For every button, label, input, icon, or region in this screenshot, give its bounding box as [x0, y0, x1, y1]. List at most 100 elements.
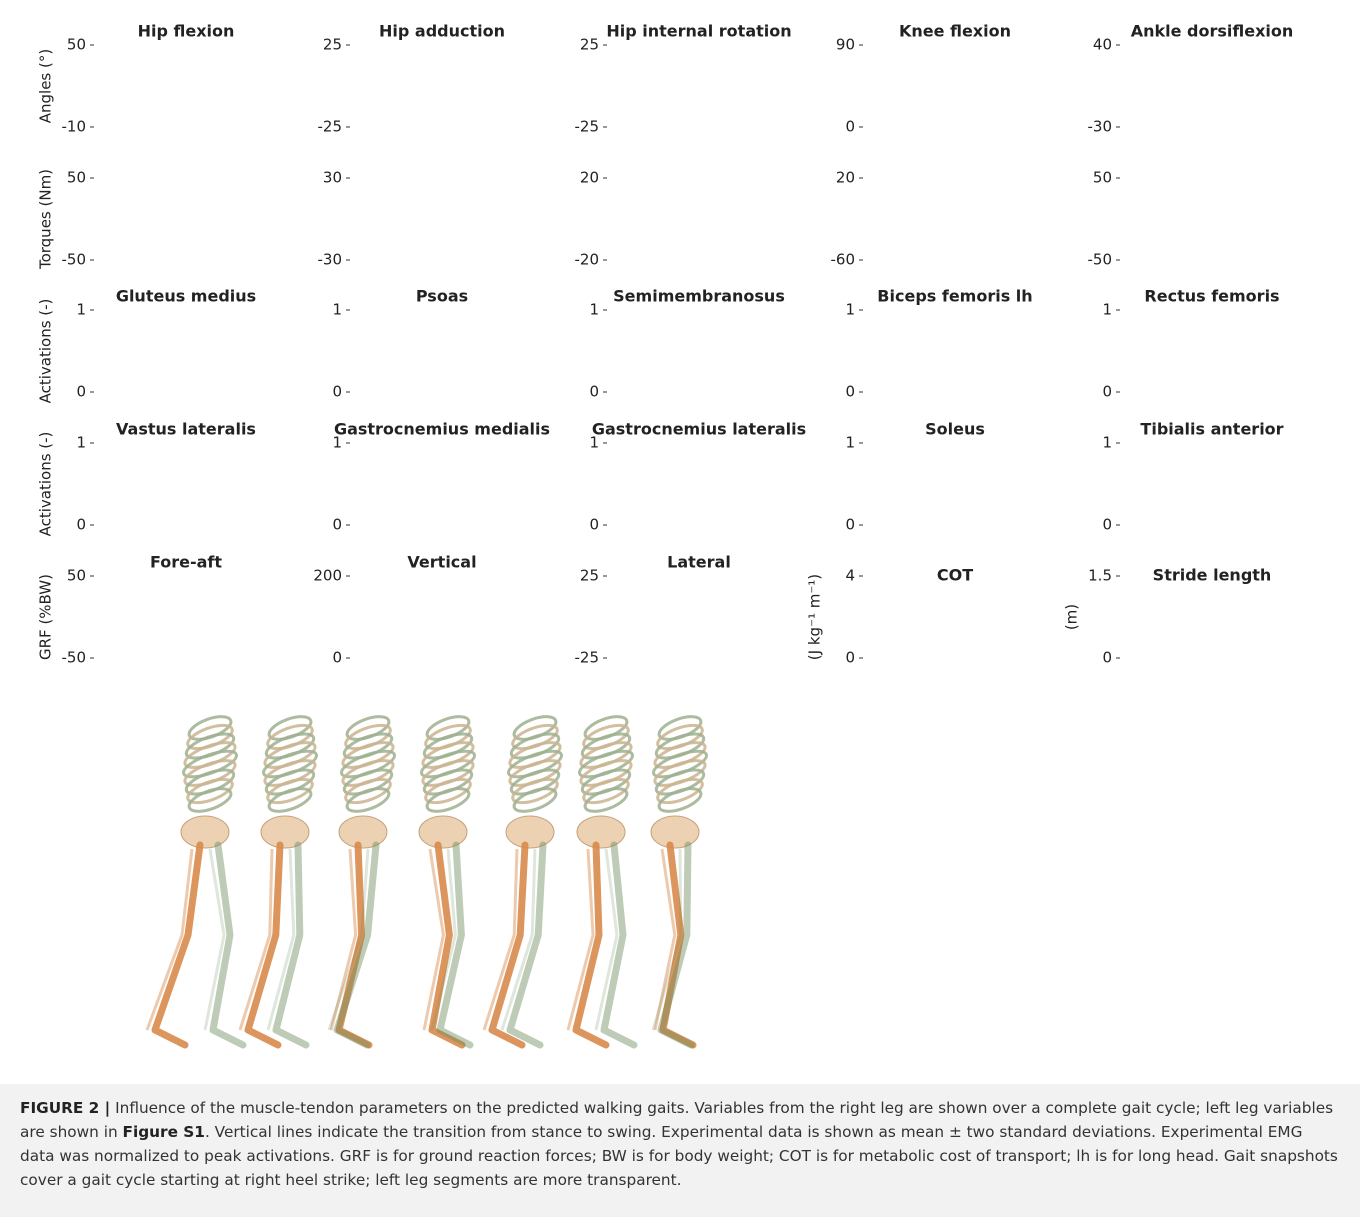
leg: [492, 845, 525, 1045]
y-tick-label: 0: [332, 649, 342, 667]
y-tick-label: 0: [845, 383, 855, 401]
y-tick-label: 25: [580, 567, 599, 585]
leg: [248, 845, 280, 1045]
y-tick-label: 90: [836, 36, 855, 54]
y-tick-label: 1: [1102, 434, 1112, 452]
y-tick-label: 0: [589, 516, 599, 534]
y-tick-label: 0: [332, 516, 342, 534]
y-tick-label: 0: [845, 118, 855, 136]
y-tick-label: 1: [332, 434, 342, 452]
y-tick-label: 50: [67, 169, 86, 187]
skeleton: [568, 712, 635, 1045]
y-tick-label: 1: [589, 434, 599, 452]
y-tick-label: -30: [1088, 118, 1113, 136]
panel-title: COT: [937, 566, 973, 585]
panel-title: Gluteus medius: [116, 287, 256, 306]
y-tick-label: -25: [318, 118, 343, 136]
panel-title: Tibialis anterior: [1140, 420, 1283, 439]
panel-title: Rectus femoris: [1144, 287, 1279, 306]
caption-label: FIGURE 2 |: [20, 1099, 110, 1117]
y-tick-label: -25: [575, 649, 600, 667]
caption: FIGURE 2 | Influence of the muscle-tendo…: [0, 1084, 1360, 1217]
y-tick-label: 50: [67, 567, 86, 585]
skeleton: [651, 712, 710, 1045]
y-tick-label: 0: [76, 516, 86, 534]
y-tick-label: 0: [589, 383, 599, 401]
y-tick-label: 1: [589, 301, 599, 319]
skeleton: [329, 712, 397, 1045]
y-axis-label: Activations (-): [37, 299, 55, 404]
y-axis-label: (m): [1063, 604, 1081, 630]
y-tick-label: -30: [318, 251, 343, 269]
y-axis-label: (J kg⁻¹ m⁻¹): [806, 574, 824, 660]
y-tick-label: 30: [323, 169, 342, 187]
y-tick-label: 0: [1102, 383, 1112, 401]
panel-title: Hip internal rotation: [606, 22, 791, 41]
y-tick-label: 20: [836, 169, 855, 187]
panel-title: Psoas: [416, 287, 468, 306]
y-tick-label: 40: [1093, 36, 1112, 54]
y-tick-label: -50: [1088, 251, 1113, 269]
pelvis: [506, 816, 554, 848]
y-axis-label: Activations (-): [37, 432, 55, 537]
pelvis: [339, 816, 387, 848]
y-tick-label: 50: [67, 36, 86, 54]
figure: Hip flexion Angles (°) -10 50 Hip adduction -…: [0, 0, 1360, 1084]
panel-title: Gastrocnemius lateralis: [592, 420, 806, 439]
panel-title: Hip adduction: [379, 22, 505, 41]
panel-title: Vertical: [407, 553, 476, 572]
pelvis: [181, 816, 229, 848]
y-tick-label: 0: [332, 383, 342, 401]
panel-title: Ankle dorsiflexion: [1131, 22, 1294, 41]
y-tick-label: -25: [575, 118, 600, 136]
skeleton: [147, 712, 243, 1045]
y-tick-label: 4: [845, 567, 855, 585]
y-tick-label: -50: [62, 649, 87, 667]
y-tick-label: 25: [580, 36, 599, 54]
page: Hip flexion Angles (°) -10 50 Hip adduction -…: [0, 0, 1360, 1217]
y-tick-label: 1: [76, 301, 86, 319]
panel-title: Biceps femoris lh: [877, 287, 1032, 306]
y-axis-label: Torques (Nm): [37, 169, 55, 270]
y-tick-label: -60: [831, 251, 856, 269]
panel-title: Stride length: [1153, 566, 1272, 585]
y-tick-label: 0: [845, 649, 855, 667]
y-axis-label: Angles (°): [37, 49, 55, 123]
pelvis: [651, 816, 699, 848]
skeleton: [484, 712, 564, 1045]
y-tick-label: 1: [332, 301, 342, 319]
y-tick-label: 50: [1093, 169, 1112, 187]
y-tick-label: 1: [845, 434, 855, 452]
y-tick-label: 0: [1102, 649, 1112, 667]
leg: [213, 845, 243, 1045]
caption-text: . Vertical lines indicate the transition…: [20, 1123, 1338, 1189]
pelvis: [577, 816, 625, 848]
y-tick-label: 200: [313, 567, 342, 585]
panel-title: Hip flexion: [138, 22, 235, 41]
caption-link: Figure S1: [123, 1123, 205, 1141]
panel-title: Gastrocnemius medialis: [334, 420, 550, 439]
panel-title: Knee flexion: [899, 22, 1011, 41]
y-tick-label: 0: [1102, 516, 1112, 534]
y-tick-label: -20: [575, 251, 600, 269]
y-tick-label: -50: [62, 251, 87, 269]
pelvis: [261, 816, 309, 848]
panel-title: Fore-aft: [150, 553, 222, 572]
y-tick-label: 1: [76, 434, 86, 452]
y-tick-label: 1: [1102, 301, 1112, 319]
y-tick-label: -10: [62, 118, 87, 136]
y-axis-label: GRF (%BW): [37, 574, 55, 660]
y-tick-label: 1: [845, 301, 855, 319]
pelvis: [419, 816, 467, 848]
gait-snapshots: [147, 712, 709, 1045]
y-tick-label: 20: [580, 169, 599, 187]
panel-title: Soleus: [925, 420, 985, 439]
panel-title: Vastus lateralis: [116, 420, 256, 439]
skeleton: [240, 712, 319, 1045]
y-tick-label: 25: [323, 36, 342, 54]
panel-title: Semimembranosus: [613, 287, 785, 306]
y-tick-label: 1.5: [1088, 567, 1112, 585]
y-tick-label: 0: [76, 383, 86, 401]
panel-title: Lateral: [667, 553, 731, 572]
skeleton: [419, 712, 478, 1045]
